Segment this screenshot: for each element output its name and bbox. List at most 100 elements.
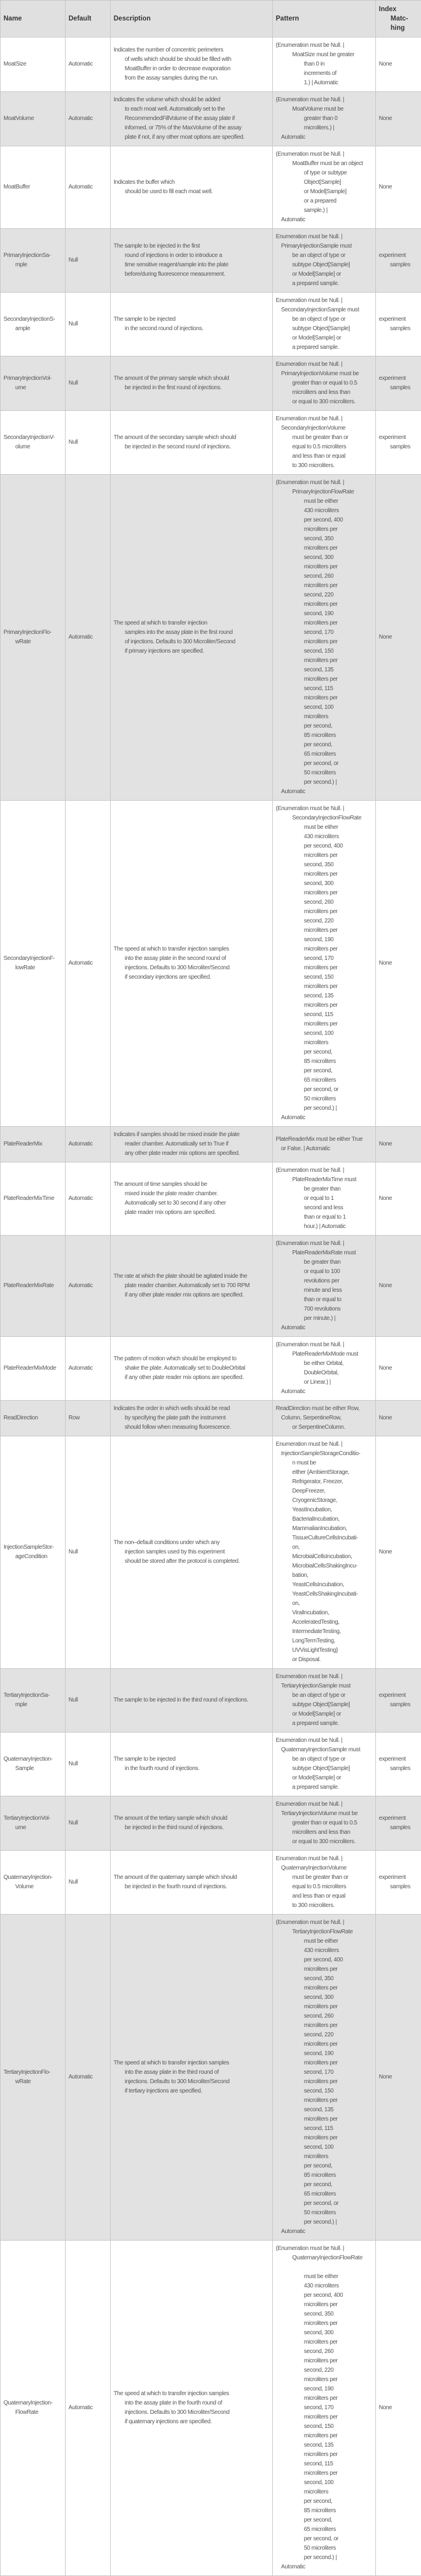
- option-pattern-line: must be either: [276, 1937, 373, 1946]
- option-pattern-line: second, 260: [276, 2012, 373, 2021]
- option-pattern-line: second, 300: [276, 879, 373, 889]
- option-pattern-line: second, 190: [276, 935, 373, 945]
- option-index-matching-line: None: [379, 959, 419, 968]
- option-pattern: Enumeration must be Null. |SecondaryInje…: [273, 411, 376, 475]
- option-index-matching-line: samples: [379, 324, 419, 334]
- option-pattern-line: (Enumeration must be Null. |: [276, 150, 373, 159]
- option-pattern-line: microliters per: [276, 889, 373, 898]
- option-description-line: into the assay plate in the second round…: [114, 954, 270, 963]
- option-pattern-line: a prepared sample.: [276, 279, 373, 289]
- option-pattern-line: 85 microliters: [276, 2506, 373, 2516]
- option-pattern-line: QuaternaryInjectionSample must: [276, 1745, 373, 1755]
- option-pattern-line: minute and less: [276, 1286, 373, 1295]
- option-default: Null: [66, 1436, 111, 1669]
- option-pattern-line: per second.) |: [276, 778, 373, 787]
- option-pattern-line: and less than or equal: [276, 1892, 373, 1901]
- option-pattern: (Enumeration must be Null. |MoatBuffer m…: [273, 146, 376, 229]
- option-pattern-line: microliters per: [276, 600, 373, 609]
- option-description-line: The speed at which to transfer injection: [114, 619, 270, 628]
- option-pattern-line: microliters per: [276, 982, 373, 992]
- option-pattern-line: 85 microliters: [276, 731, 373, 740]
- option-description: Indicates the order in which wells shoul…: [111, 1401, 273, 1436]
- option-pattern-line: MicrobialCellsIncubation,: [276, 1552, 373, 1562]
- option-index-matching: None: [376, 37, 421, 92]
- option-pattern-line: Automatic: [276, 2227, 373, 2237]
- option-pattern-line: second, 115: [276, 2460, 373, 2469]
- option-default: Automatic: [66, 1915, 111, 2241]
- option-pattern-line: on,: [276, 1543, 373, 1552]
- option-pattern-line: microliters per: [276, 2077, 373, 2087]
- option-pattern-line: increments of: [276, 69, 373, 78]
- option-pattern-line: per second, or: [276, 759, 373, 769]
- option-pattern-line: second, 220: [276, 591, 373, 600]
- option-pattern-line: MoatBuffer must be an object: [276, 159, 373, 169]
- option-pattern-line: second, 135: [276, 2105, 373, 2115]
- option-name-line: ageCondition: [4, 1552, 63, 1562]
- option-pattern-line: or Model[Sample] or: [276, 1774, 373, 1783]
- option-description: The speed at which to transfer injection…: [111, 801, 273, 1127]
- option-name-line: TertiaryInjectionFlo-: [4, 2068, 63, 2077]
- option-name-line: QuaternaryInjection-: [4, 1873, 63, 1882]
- option-pattern-line: second, 190: [276, 2049, 373, 2059]
- option-pattern-line: or Model[Sample] or: [276, 1710, 373, 1719]
- option-pattern-line: or Linear.) |: [276, 1378, 373, 1387]
- option-pattern-line: TissueCultureCellsIncubati-: [276, 1534, 373, 1543]
- option-pattern-line: per minute.) |: [276, 1314, 373, 1323]
- option-description: The speed at which to transfer injection…: [111, 475, 273, 801]
- option-pattern-line: microliters per: [276, 2394, 373, 2403]
- option-pattern-line: microliters per: [276, 562, 373, 572]
- option-pattern-line: second, 350: [276, 860, 373, 870]
- option-pattern-line: microliters per: [276, 2357, 373, 2366]
- option-pattern-line: microliters per: [276, 2096, 373, 2105]
- option-index-matching: None: [376, 1436, 421, 1669]
- option-pattern-line: Enumeration must be Null. |: [276, 414, 373, 424]
- option-pattern-line: must be greater than or: [276, 1873, 373, 1882]
- option-description-line: be injected in the third round of inject…: [114, 1823, 270, 1833]
- option-description: The amount of the primary sample which s…: [111, 356, 273, 411]
- option-name-line: TertiaryInjectionSa-: [4, 1691, 63, 1700]
- option-pattern-line: microliters per: [276, 581, 373, 591]
- option-index-matching-line: samples: [379, 1823, 419, 1833]
- option-pattern-line: 700 revolutions: [276, 1305, 373, 1314]
- option-name-line: ume: [4, 1823, 63, 1833]
- option-pattern-line: Column, SerpentineRow,: [276, 1414, 373, 1423]
- option-description-line: plate reader chamber. Automatically set …: [114, 1281, 270, 1291]
- option-pattern-line: (Enumeration must be Null. |: [276, 1166, 373, 1175]
- option-description-line: should follow when measuring fluorescenc…: [114, 1423, 270, 1432]
- option-name-line: PlateReaderMix: [4, 1140, 63, 1149]
- option-pattern-line: Automatic: [276, 2563, 373, 2572]
- option-pattern: Enumeration must be Null. |SecondaryInje…: [273, 293, 376, 356]
- option-description-line: should be used to fill each moat well.: [114, 187, 270, 197]
- option-pattern: Enumeration must be Null. |InjectionSamp…: [273, 1436, 376, 1669]
- option-default: Null: [66, 1733, 111, 1796]
- option-description-line: The speed at which to transfer injection…: [114, 2389, 270, 2399]
- option-pattern-line: 50 microliters: [276, 769, 373, 778]
- option-pattern-line: microliters per: [276, 870, 373, 879]
- option-pattern-line: or equal to 300 microliters.: [276, 1837, 373, 1847]
- option-pattern-line: IntermediateTesting,: [276, 1627, 373, 1637]
- option-description-line: The amount of the tertiary sample which …: [114, 1814, 270, 1823]
- option-description-line: Indicates the number of concentric perim…: [114, 46, 270, 55]
- option-pattern-line: SecondaryInjectionFlowRate: [276, 814, 373, 823]
- option-index-matching-line: samples: [379, 1700, 419, 1710]
- option-pattern-line: PlateReaderMixMode must: [276, 1350, 373, 1359]
- option-name: QuaternaryInjection-Volume: [1, 1851, 66, 1915]
- option-default: Null: [66, 1796, 111, 1851]
- option-index-matching-line: samples: [379, 443, 419, 452]
- option-pattern-line: Object[Sample]: [276, 178, 373, 187]
- option-default: Null: [66, 411, 111, 475]
- option-pattern-line: must be either: [276, 497, 373, 506]
- option-pattern-line: or equal to 300 microliters.: [276, 397, 373, 407]
- option-pattern: (Enumeration must be Null. |SecondaryInj…: [273, 801, 376, 1127]
- option-description: The amount of the quaternary sample whic…: [111, 1851, 273, 1915]
- option-pattern-line: Enumeration must be Null. |: [276, 360, 373, 369]
- header-default: Default: [66, 1, 111, 37]
- table-header-row: Name Default Description Pattern Index M…: [1, 1, 421, 37]
- option-index-matching: None: [376, 1127, 421, 1162]
